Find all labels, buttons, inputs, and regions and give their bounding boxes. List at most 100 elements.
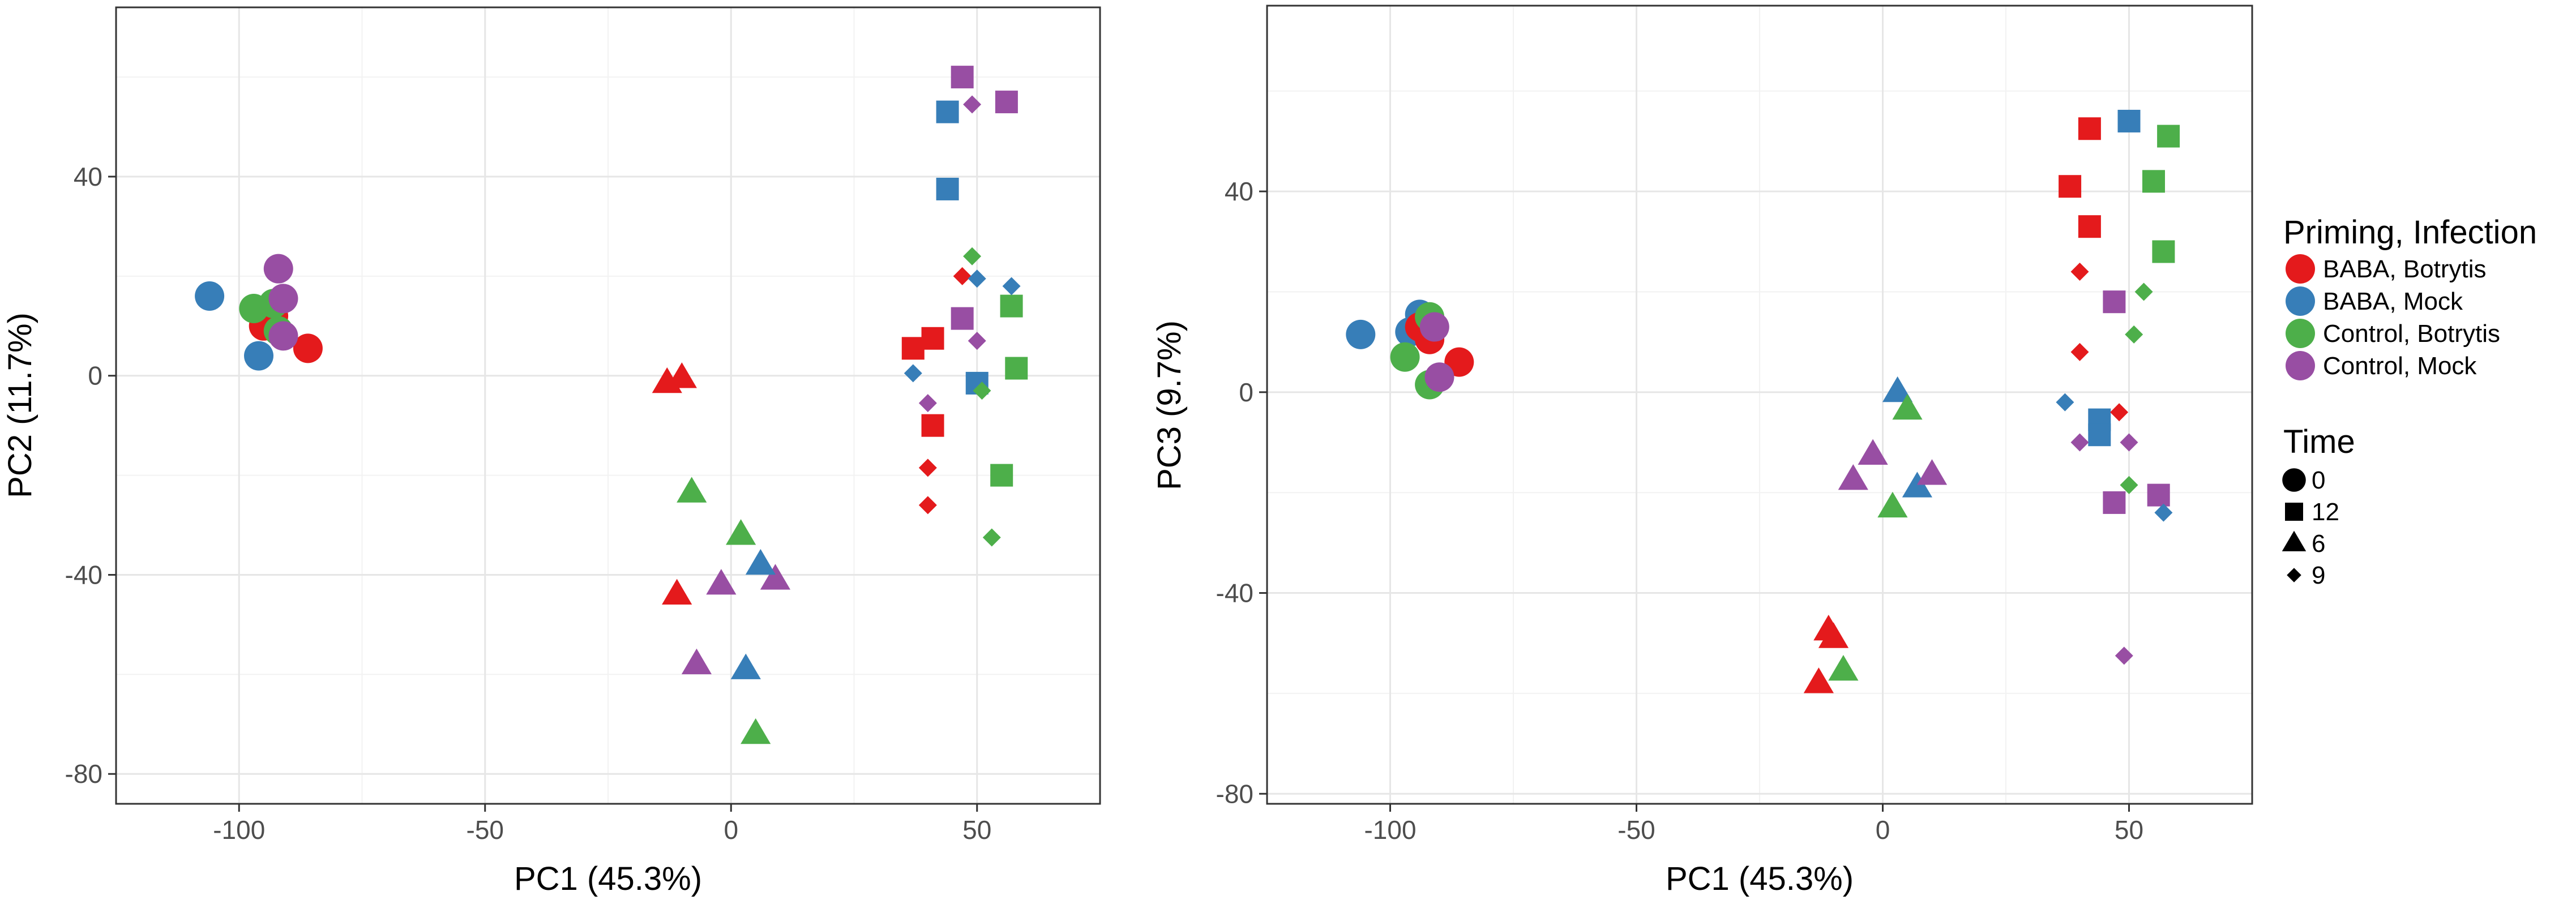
data-point xyxy=(1828,655,1859,681)
y-tick-label: 40 xyxy=(74,162,102,191)
legend-shape-entries: 0 12 6 9 xyxy=(2282,466,2339,589)
data-point xyxy=(1390,342,1420,372)
data-point xyxy=(2056,393,2074,412)
x-tick-label: -50 xyxy=(1618,815,1655,845)
x-tick-label: 50 xyxy=(962,815,991,845)
data-point xyxy=(968,269,986,288)
data-point xyxy=(741,718,771,744)
axis-ticks: -100 -50 0 50 -80 -40 0 40 xyxy=(65,162,992,845)
data-point xyxy=(268,284,298,314)
legend-shape-swatch xyxy=(2287,568,2301,582)
x-axis-title: PC1 (45.3%) xyxy=(514,860,702,897)
data-point xyxy=(1002,277,1021,295)
x-tick-label: -100 xyxy=(213,815,265,845)
data-point xyxy=(1892,393,1923,420)
data-point xyxy=(963,95,982,114)
data-point xyxy=(1882,376,1913,402)
data-point xyxy=(706,569,737,595)
x-tick-label: -100 xyxy=(1364,815,1416,845)
data-point xyxy=(982,528,1001,547)
x-tick-label: 0 xyxy=(1876,815,1890,845)
legend-color-swatch xyxy=(2286,286,2315,316)
legend-shape-swatch xyxy=(2285,503,2303,521)
legend-shape-swatch xyxy=(2282,468,2306,492)
x-tick-label: 0 xyxy=(724,815,738,845)
y-tick-label: 40 xyxy=(1225,177,1253,206)
data-point xyxy=(1858,439,1888,465)
data-point xyxy=(2125,325,2143,344)
y-tick-label: -40 xyxy=(65,560,102,589)
y-tick-label: 0 xyxy=(88,361,102,391)
x-tick-label: 50 xyxy=(2115,815,2143,845)
data-point xyxy=(973,382,991,400)
data-point xyxy=(2078,215,2101,238)
data-point xyxy=(1916,459,1948,485)
data-point xyxy=(963,247,982,265)
axis-ticks: -100 -50 0 50 -80 -40 0 40 xyxy=(1216,177,2144,845)
data-point xyxy=(2134,282,2153,301)
data-point xyxy=(1803,667,1834,693)
data-point xyxy=(2103,290,2126,314)
data-point xyxy=(2147,483,2170,507)
data-point xyxy=(2120,433,2138,452)
legend-shape-label: 9 xyxy=(2312,562,2325,589)
data-point xyxy=(953,267,972,285)
data-point xyxy=(1000,294,1023,318)
legend-shape-label: 0 xyxy=(2312,466,2325,494)
y-tick-label: -80 xyxy=(65,759,102,789)
data-point xyxy=(936,100,959,123)
data-point xyxy=(918,459,937,477)
data-point xyxy=(1346,319,1376,349)
data-point xyxy=(1838,464,1868,490)
data-point xyxy=(2120,475,2138,494)
data-point xyxy=(2070,342,2089,361)
x-tick-label: -50 xyxy=(467,815,504,845)
data-point xyxy=(726,519,756,545)
x-axis-title: PC1 (45.3%) xyxy=(1666,860,1854,897)
data-point xyxy=(195,281,225,311)
data-point xyxy=(2110,403,2129,422)
legend-color-swatch xyxy=(2286,351,2315,380)
legend-color-title: Priming, Infection xyxy=(2283,214,2537,251)
pc1-pc2-panel: -100 -50 0 50 -80 -40 0 40 PC1 (45.3%) PC2 (11.… xyxy=(2,6,1101,897)
y-tick-label: -40 xyxy=(1216,579,1253,608)
y-axis-title: PC3 (9.7%) xyxy=(1151,320,1188,490)
legend-shape-swatch xyxy=(2282,530,2307,551)
data-point xyxy=(745,549,776,575)
data-point xyxy=(2103,491,2126,514)
data-point xyxy=(268,321,298,351)
data-point xyxy=(990,464,1013,487)
data-point xyxy=(904,364,922,383)
data-point xyxy=(263,254,293,284)
data-point xyxy=(1424,362,1454,392)
data-point xyxy=(662,579,692,605)
data-point xyxy=(918,394,937,413)
grid-lines xyxy=(116,7,1100,804)
data-point xyxy=(936,177,959,200)
data-point xyxy=(918,496,937,515)
legend-color-label: Control, Mock xyxy=(2323,352,2477,380)
plot-border xyxy=(1266,5,2253,805)
plot-border xyxy=(115,6,1101,805)
data-point xyxy=(666,362,697,388)
pc1-pc3-panel: -100 -50 0 50 -80 -40 0 40 PC1 (45.3%) PC3 (9.7… xyxy=(1151,5,2253,897)
legend-color-label: BABA, Botrytis xyxy=(2323,255,2487,283)
data-point xyxy=(2117,109,2141,132)
data-point xyxy=(677,477,707,503)
data-point xyxy=(244,341,274,371)
data-point xyxy=(1419,312,1449,342)
data-point xyxy=(681,648,712,675)
data-point xyxy=(1877,491,1908,518)
data-point xyxy=(901,337,925,360)
data-point xyxy=(968,332,986,350)
data-point xyxy=(1818,622,1849,648)
data-point xyxy=(2152,240,2175,263)
y-tick-label: -80 xyxy=(1216,779,1253,808)
y-tick-label: 0 xyxy=(1239,378,1253,407)
data-point xyxy=(995,91,1018,114)
legend-shape-label: 6 xyxy=(2312,530,2325,558)
data-points xyxy=(195,66,1028,744)
data-point xyxy=(293,333,323,363)
data-point xyxy=(2142,170,2165,193)
